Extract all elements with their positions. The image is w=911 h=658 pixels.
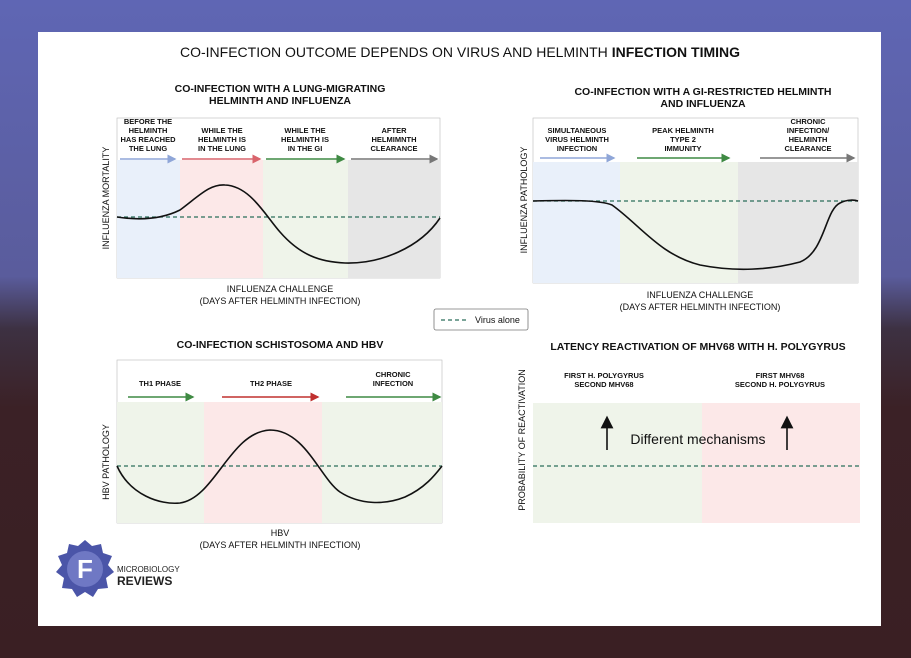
y-axis-label: PROBABILITY OF REACTIVATION xyxy=(517,369,527,511)
legend xyxy=(433,308,529,331)
y-axis-label: INFLUENZA PATHOLOGY xyxy=(519,147,529,254)
phase-label: SECOND MHV68 xyxy=(574,380,633,389)
phase-label: FIRST MHV68 xyxy=(756,371,805,380)
phase-label: HELMINTH IS xyxy=(281,135,329,144)
phase-label: HELMINTH xyxy=(789,135,828,144)
panel-1-plot xyxy=(116,117,441,279)
phase-label: IMMUNITY xyxy=(664,144,701,153)
phase-label: TYPE 2 xyxy=(670,135,696,144)
panel-title: CO-INFECTION WITH A GI-RESTRICTED HELMIN… xyxy=(574,86,831,98)
phase-label: INFECTION/ xyxy=(787,126,830,135)
phase-label: THE LUNG xyxy=(129,144,167,153)
logo-letter: F xyxy=(77,554,93,584)
phase-label: TH1 PHASE xyxy=(139,379,181,388)
x-axis-label: INFLUENZA CHALLENGE xyxy=(647,290,754,300)
x-axis-label: INFLUENZA CHALLENGE xyxy=(227,284,334,294)
phase-label: HELMINTH IS xyxy=(198,135,246,144)
phase-label: SECOND H. POLYGYRUS xyxy=(735,380,825,389)
phase-label: CHRONIC xyxy=(791,117,827,126)
phase-label: WHILE THE xyxy=(201,126,242,135)
phase-label: CHRONIC xyxy=(376,370,412,379)
phase-label: WHILE THE xyxy=(284,126,325,135)
logo-line1: MICROBIOLOGY xyxy=(117,565,180,574)
phase-label: AFTER xyxy=(382,126,408,135)
title-emphasis: INFECTION TIMING xyxy=(612,44,740,60)
x-axis-label: (DAYS AFTER HELMINTH INFECTION) xyxy=(200,296,361,306)
phase-label: IN THE GI xyxy=(288,144,323,153)
x-axis-label: HBV xyxy=(271,528,290,538)
phase-label: INFECTION xyxy=(373,379,413,388)
phase-label: HAS REACHED xyxy=(120,135,176,144)
phase-label: HELMIMNTH xyxy=(372,135,417,144)
panel-title: AND INFLUENZA xyxy=(660,98,746,110)
logo-line2: REVIEWS xyxy=(117,574,172,588)
logo xyxy=(56,540,114,597)
x-axis-label: (DAYS AFTER HELMINTH INFECTION) xyxy=(620,302,781,312)
y-axis-label: INFLUENZA MORTALITY xyxy=(101,147,111,250)
phase-label: VIRUS HELMINTH xyxy=(545,135,609,144)
phase-label: CLEARANCE xyxy=(370,144,417,153)
panel-4-plot xyxy=(533,360,860,523)
panel-title: LATENCY REACTIVATION OF MHV68 WITH H. PO… xyxy=(550,341,845,353)
page-title: CO-INFECTION OUTCOME DEPENDS ON VIRUS AN… xyxy=(180,44,740,60)
phase-label: PEAK HELMINTH xyxy=(652,126,714,135)
legend-label: Virus alone xyxy=(475,315,520,325)
phase-label: SIMULTANEOUS xyxy=(548,126,607,135)
panel-3-plot xyxy=(116,359,443,524)
panel-title: CO-INFECTION WITH A LUNG-MIGRATING xyxy=(175,83,386,95)
panel-2-plot xyxy=(532,117,859,284)
panel-title: HELMINTH AND INFLUENZA xyxy=(209,95,351,107)
phase-label: INFECTION xyxy=(557,144,597,153)
phase-label: TH2 PHASE xyxy=(250,379,292,388)
phase-label: CLEARANCE xyxy=(784,144,831,153)
x-axis-label: (DAYS AFTER HELMINTH INFECTION) xyxy=(200,540,361,550)
phase-label: FIRST H. POLYGYRUS xyxy=(564,371,644,380)
phase-label: BEFORE THE xyxy=(124,117,172,126)
annotation: Different mechanisms xyxy=(630,431,765,447)
y-axis-label: HBV PATHOLOGY xyxy=(101,424,111,500)
phase-label: IN THE LUNG xyxy=(198,144,246,153)
title-text: CO-INFECTION OUTCOME DEPENDS ON VIRUS AN… xyxy=(180,44,608,60)
phase-label: HELMINTH xyxy=(129,126,168,135)
panel-title: CO-INFECTION SCHISTOSOMA AND HBV xyxy=(177,339,384,351)
